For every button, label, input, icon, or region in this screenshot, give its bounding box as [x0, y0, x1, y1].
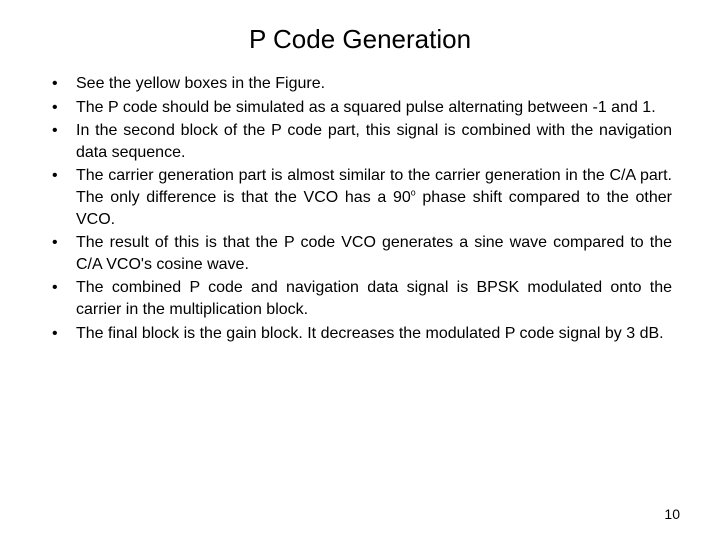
slide-content: •See the yellow boxes in the Figure.•The… [0, 73, 720, 344]
bullet-marker: • [48, 73, 76, 95]
bullet-item: •The carrier generation part is almost s… [48, 165, 672, 230]
bullet-marker: • [48, 323, 76, 345]
bullet-text: See the yellow boxes in the Figure. [76, 73, 672, 95]
bullet-text: The carrier generation part is almost si… [76, 165, 672, 230]
bullet-text: The final block is the gain block. It de… [76, 323, 672, 345]
page-number: 10 [664, 506, 680, 522]
bullet-item: •See the yellow boxes in the Figure. [48, 73, 672, 95]
bullet-item: •The combined P code and navigation data… [48, 277, 672, 320]
bullet-marker: • [48, 120, 76, 142]
bullet-text: The result of this is that the P code VC… [76, 232, 672, 275]
bullet-item: •The result of this is that the P code V… [48, 232, 672, 275]
bullet-marker: • [48, 277, 76, 299]
bullet-marker: • [48, 232, 76, 254]
bullet-text: The P code should be simulated as a squa… [76, 97, 672, 119]
bullet-text: In the second block of the P code part, … [76, 120, 672, 163]
bullet-marker: • [48, 165, 76, 187]
slide-title: P Code Generation [0, 0, 720, 73]
bullet-item: •The final block is the gain block. It d… [48, 323, 672, 345]
bullet-item: •In the second block of the P code part,… [48, 120, 672, 163]
bullet-marker: • [48, 97, 76, 119]
bullet-item: •The P code should be simulated as a squ… [48, 97, 672, 119]
bullet-list: •See the yellow boxes in the Figure.•The… [48, 73, 672, 344]
bullet-text: The combined P code and navigation data … [76, 277, 672, 320]
